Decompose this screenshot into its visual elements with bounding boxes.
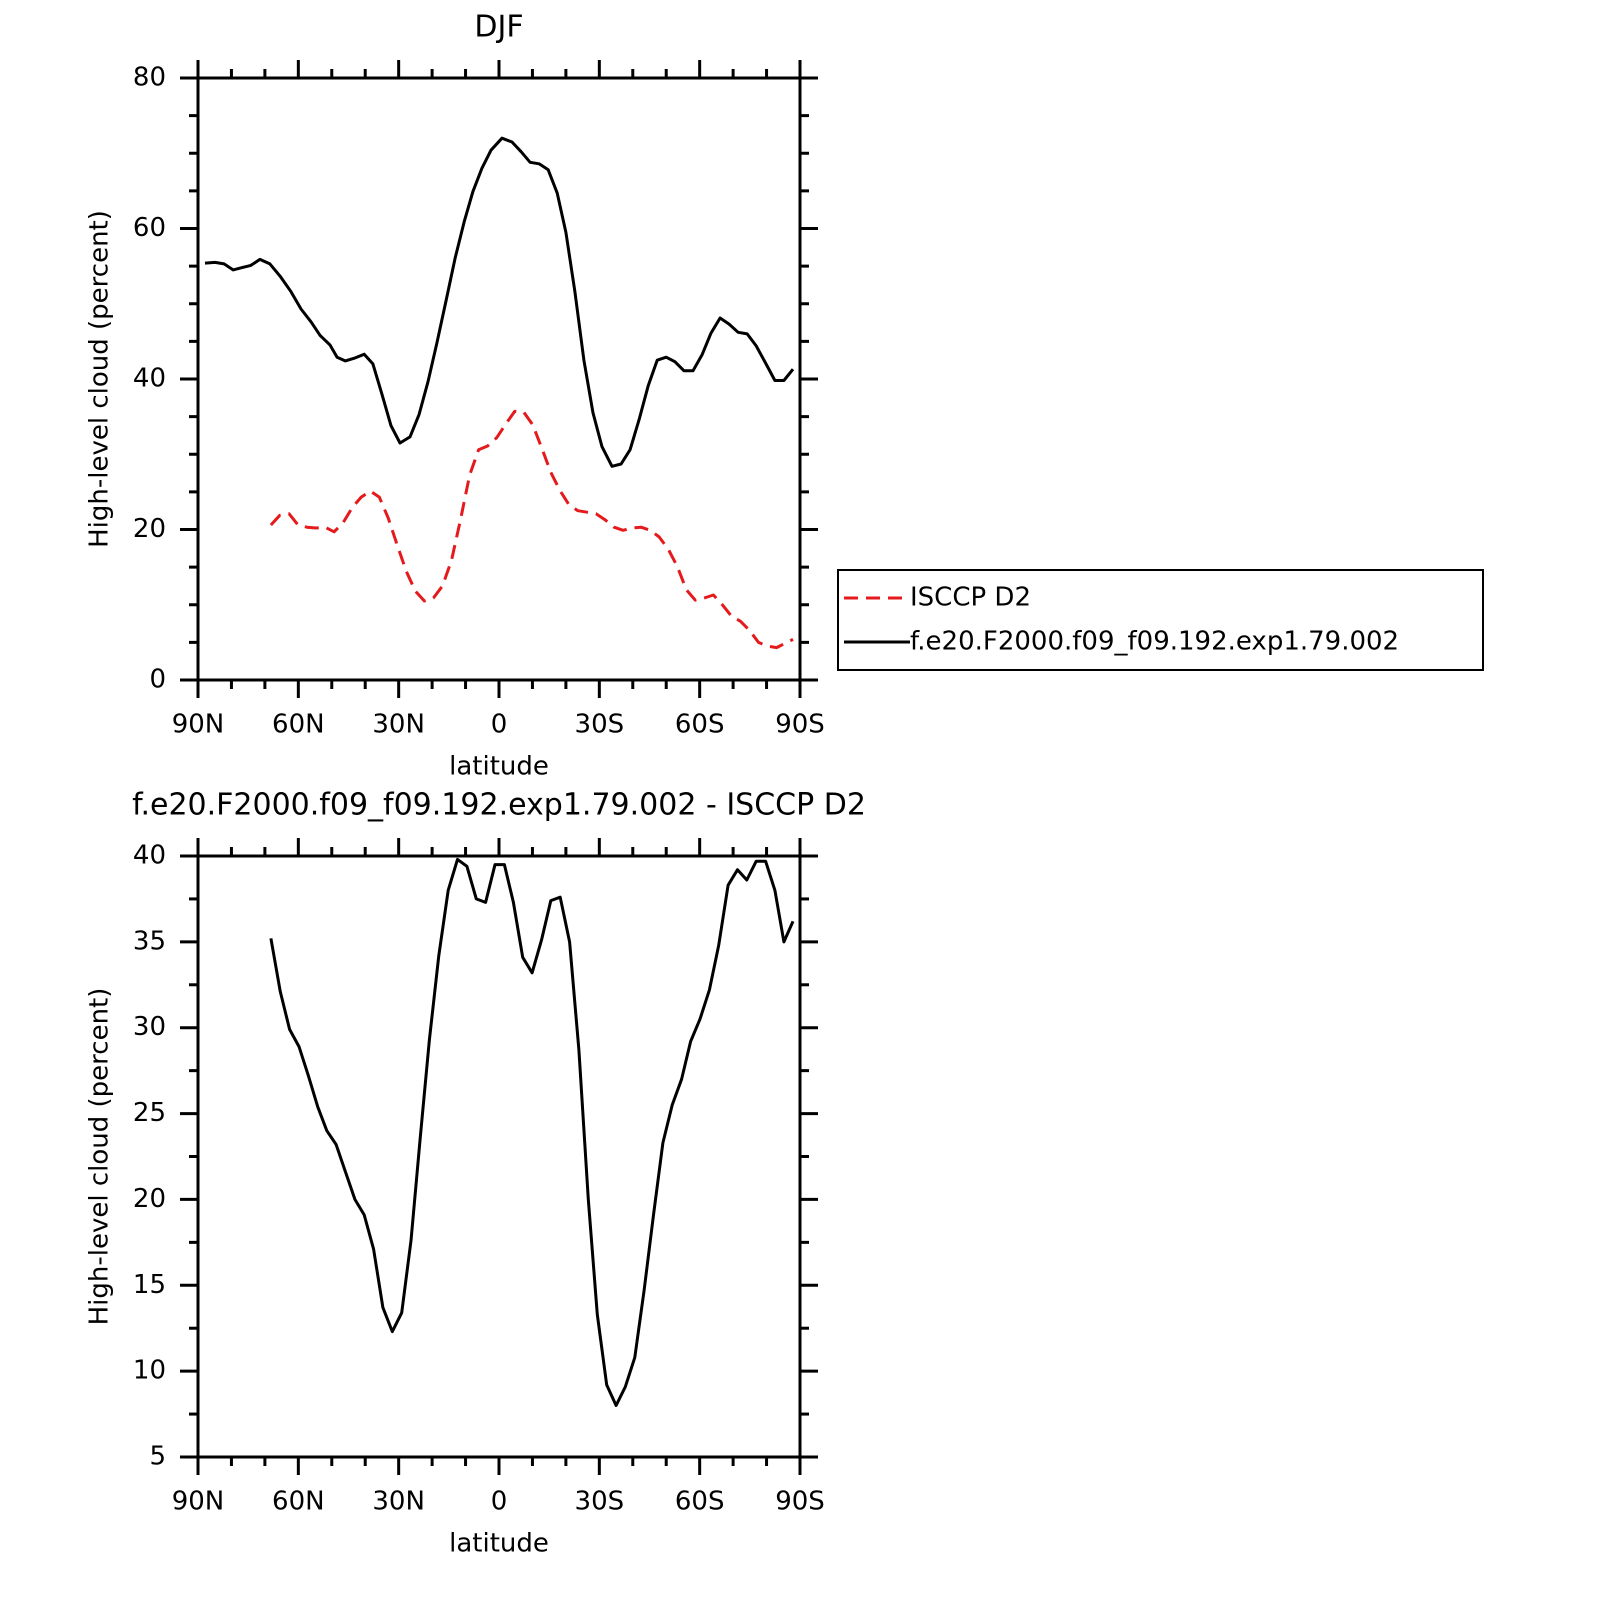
x-axis-label: latitude <box>449 752 549 782</box>
x-tick-label: 30N <box>372 710 425 740</box>
x-tick-label: 30S <box>575 1487 625 1517</box>
plot-frame <box>196 854 802 1459</box>
y-tick-label: 30 <box>133 1012 166 1042</box>
y-tick-label: 35 <box>133 926 166 956</box>
y-tick-label: 60 <box>133 213 166 243</box>
data-line <box>204 136 795 468</box>
x-axis-label: latitude <box>449 1529 549 1559</box>
x-tick-label: 90N <box>172 710 225 740</box>
legend-box <box>837 569 1484 671</box>
y-tick-label: 25 <box>133 1098 166 1128</box>
x-tick-label: 60S <box>675 710 725 740</box>
y-axis-label: High-level cloud (percent) <box>85 988 115 1326</box>
y-axis-label: High-level cloud (percent) <box>85 210 115 548</box>
x-tick-label: 60N <box>272 710 325 740</box>
x-tick-label: 90S <box>775 1487 825 1517</box>
x-tick-label: 0 <box>491 710 508 740</box>
y-tick-label: 0 <box>149 665 166 695</box>
x-tick-label: 90N <box>172 1487 225 1517</box>
x-tick-label: 90S <box>775 710 825 740</box>
y-tick-label: 20 <box>133 1184 166 1214</box>
x-tick-label: 0 <box>491 1487 508 1517</box>
data-line <box>269 857 795 1407</box>
y-tick-label: 40 <box>133 841 166 871</box>
chart-title: f.e20.F2000.f09_f09.192.exp1.79.002 - IS… <box>132 788 866 823</box>
plot-frame <box>196 76 802 682</box>
x-tick-label: 60N <box>272 1487 325 1517</box>
chart-title: DJF <box>474 10 523 45</box>
legend-label: f.e20.F2000.f09_f09.192.exp1.79.002 <box>910 627 1399 657</box>
y-tick-label: 20 <box>133 514 166 544</box>
y-tick-label: 5 <box>149 1442 166 1472</box>
data-line <box>269 409 794 650</box>
x-tick-label: 30N <box>372 1487 425 1517</box>
y-tick-label: 40 <box>133 364 166 394</box>
y-tick-label: 10 <box>133 1356 166 1386</box>
y-tick-label: 15 <box>133 1270 166 1300</box>
y-tick-label: 80 <box>133 63 166 93</box>
legend-label: ISCCP D2 <box>910 583 1031 613</box>
x-tick-label: 60S <box>675 1487 725 1517</box>
x-tick-label: 30S <box>575 710 625 740</box>
